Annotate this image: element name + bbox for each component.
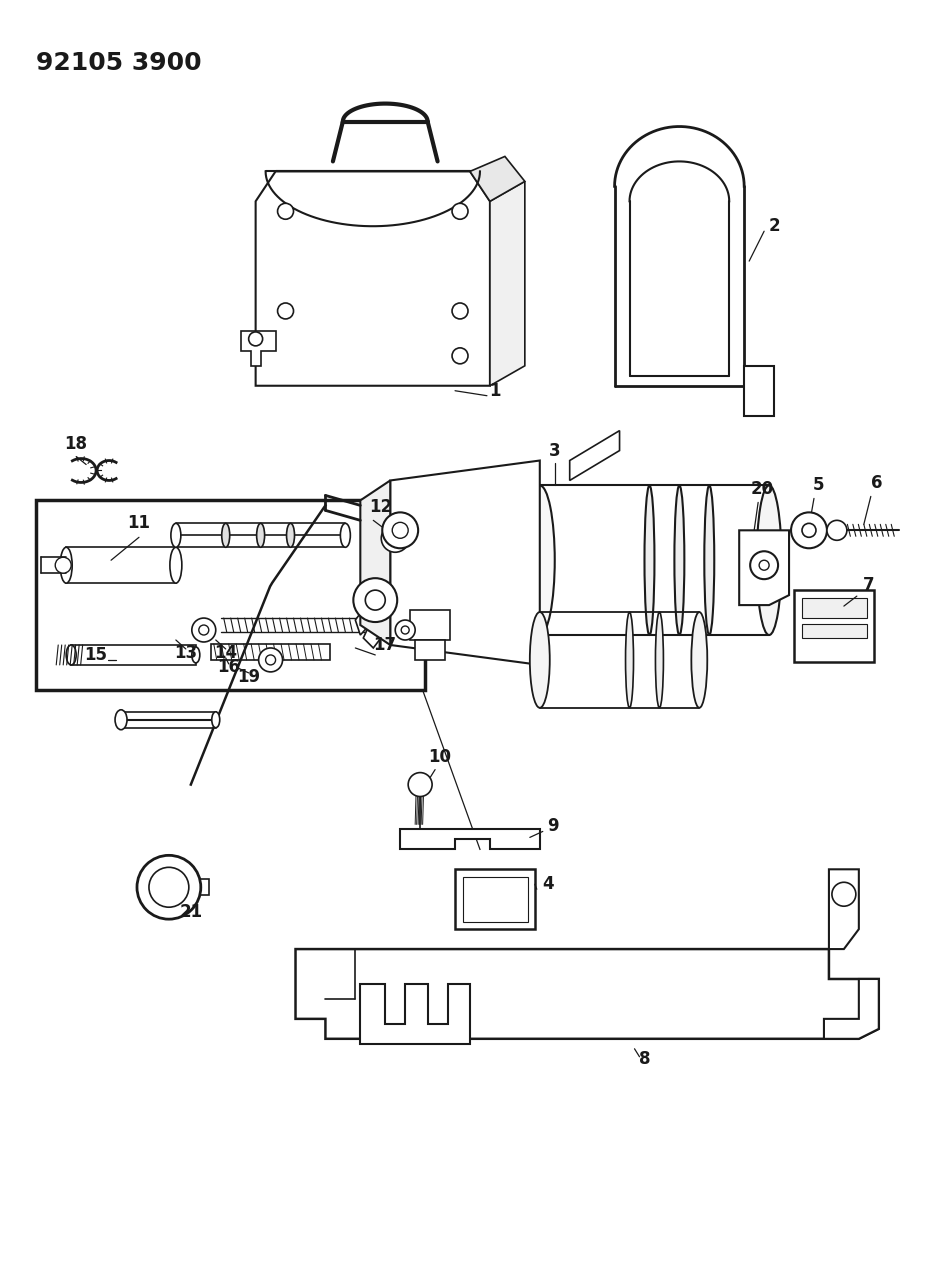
Text: 18: 18: [65, 434, 87, 452]
Circle shape: [408, 772, 432, 796]
Text: 10: 10: [429, 748, 451, 766]
Text: 6: 6: [871, 474, 883, 493]
Ellipse shape: [171, 524, 181, 548]
Circle shape: [395, 620, 416, 640]
Text: 1: 1: [490, 382, 501, 400]
Ellipse shape: [757, 485, 781, 634]
Bar: [802, 624, 867, 638]
Polygon shape: [360, 984, 470, 1043]
Circle shape: [392, 522, 408, 539]
Circle shape: [452, 204, 468, 219]
Ellipse shape: [644, 485, 655, 634]
Bar: [67, 548, 175, 583]
Polygon shape: [356, 600, 384, 648]
Ellipse shape: [192, 647, 200, 662]
Polygon shape: [295, 949, 879, 1038]
Circle shape: [137, 855, 201, 919]
Circle shape: [383, 512, 418, 548]
Bar: [211, 643, 330, 660]
Polygon shape: [470, 157, 525, 201]
Circle shape: [55, 557, 71, 573]
Circle shape: [452, 303, 468, 318]
Text: 16: 16: [218, 657, 240, 676]
Polygon shape: [829, 869, 859, 949]
Circle shape: [259, 648, 282, 671]
Ellipse shape: [530, 612, 550, 708]
Circle shape: [389, 533, 401, 544]
Polygon shape: [401, 829, 539, 850]
Circle shape: [278, 204, 294, 219]
Circle shape: [278, 303, 294, 318]
Ellipse shape: [691, 612, 707, 708]
Text: 19: 19: [237, 668, 260, 685]
Text: 3: 3: [549, 442, 561, 460]
Ellipse shape: [340, 524, 351, 548]
Ellipse shape: [60, 548, 72, 583]
Circle shape: [791, 512, 827, 548]
Circle shape: [759, 561, 769, 571]
Ellipse shape: [286, 524, 295, 548]
Polygon shape: [569, 431, 620, 480]
Ellipse shape: [674, 485, 685, 634]
Polygon shape: [824, 978, 879, 1038]
Bar: [410, 610, 450, 640]
Circle shape: [827, 520, 847, 540]
Text: 15: 15: [84, 646, 108, 664]
Circle shape: [192, 618, 216, 642]
Text: 14: 14: [214, 643, 237, 662]
Ellipse shape: [115, 710, 127, 730]
Polygon shape: [241, 331, 276, 366]
Circle shape: [199, 626, 209, 634]
Text: 20: 20: [750, 480, 774, 498]
Circle shape: [832, 883, 855, 906]
Ellipse shape: [221, 524, 230, 548]
Ellipse shape: [626, 612, 633, 708]
Polygon shape: [739, 530, 789, 605]
Text: 8: 8: [639, 1050, 650, 1068]
Ellipse shape: [656, 612, 663, 708]
Circle shape: [750, 552, 779, 580]
Ellipse shape: [704, 485, 714, 634]
Text: 9: 9: [547, 818, 558, 836]
Ellipse shape: [257, 524, 265, 548]
Circle shape: [354, 578, 397, 622]
Text: 11: 11: [128, 515, 150, 533]
Bar: [794, 590, 874, 662]
Circle shape: [149, 868, 189, 907]
Polygon shape: [256, 172, 490, 386]
Polygon shape: [390, 460, 539, 665]
Text: 5: 5: [813, 476, 825, 494]
Bar: [455, 869, 535, 929]
Text: 17: 17: [373, 636, 397, 654]
Circle shape: [401, 626, 409, 634]
Ellipse shape: [170, 548, 182, 583]
Text: 7: 7: [863, 576, 874, 594]
Text: 13: 13: [174, 643, 197, 662]
Text: 92105 3900: 92105 3900: [37, 51, 202, 75]
Bar: [187, 879, 209, 896]
Text: 4: 4: [542, 875, 553, 893]
Text: 2: 2: [768, 217, 779, 236]
Bar: [416, 640, 445, 660]
Circle shape: [452, 348, 468, 364]
Circle shape: [365, 590, 386, 610]
Circle shape: [381, 525, 409, 552]
Ellipse shape: [67, 645, 76, 665]
Polygon shape: [744, 366, 774, 415]
Bar: [71, 645, 196, 665]
Text: 12: 12: [369, 498, 392, 516]
Bar: [802, 598, 867, 618]
Circle shape: [265, 655, 276, 665]
Ellipse shape: [212, 712, 219, 727]
Circle shape: [249, 333, 263, 345]
Bar: [463, 878, 528, 922]
Circle shape: [802, 524, 816, 538]
Bar: [37, 501, 425, 689]
Polygon shape: [490, 181, 525, 386]
Text: 21: 21: [179, 903, 203, 921]
Polygon shape: [360, 480, 390, 645]
Ellipse shape: [525, 485, 554, 634]
